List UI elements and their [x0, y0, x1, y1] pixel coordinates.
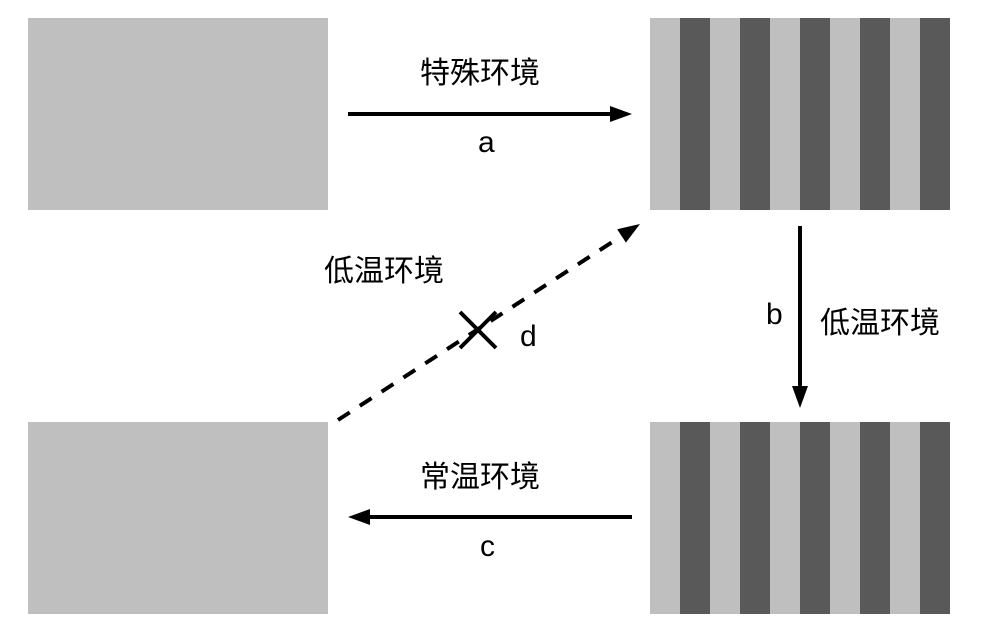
diagram-canvas: 特殊环境 a b 低温环境 常温环境 c 低温环境 d	[0, 0, 1000, 638]
label-b-text: 低温环境	[820, 298, 940, 342]
block-top-right	[650, 18, 950, 210]
stripe-dark	[680, 18, 710, 210]
stripe-dark	[740, 422, 770, 614]
label-c-letter: c	[480, 530, 495, 564]
stripe-dark	[800, 18, 830, 210]
cross-mark	[460, 312, 496, 348]
label-b-letter: b	[766, 298, 783, 332]
stripe-dark	[920, 18, 950, 210]
arrow-a	[348, 106, 632, 122]
stripe-dark	[860, 18, 890, 210]
block-bottom-left	[28, 422, 328, 614]
cross-mark	[460, 312, 496, 348]
label-d-letter: d	[520, 320, 537, 354]
arrow-b	[792, 226, 808, 408]
label-a-text: 特殊环境	[420, 48, 540, 92]
arrow-c	[348, 509, 632, 525]
label-a-letter: a	[478, 126, 495, 160]
stripe-dark	[800, 422, 830, 614]
stripe-dark	[920, 422, 950, 614]
block-bottom-right	[650, 422, 950, 614]
stripe-dark	[740, 18, 770, 210]
stripe-dark	[860, 422, 890, 614]
block-top-left	[28, 18, 328, 210]
label-c-text: 常温环境	[420, 452, 540, 496]
label-d-text: 低温环境	[324, 246, 444, 290]
stripe-dark	[680, 422, 710, 614]
